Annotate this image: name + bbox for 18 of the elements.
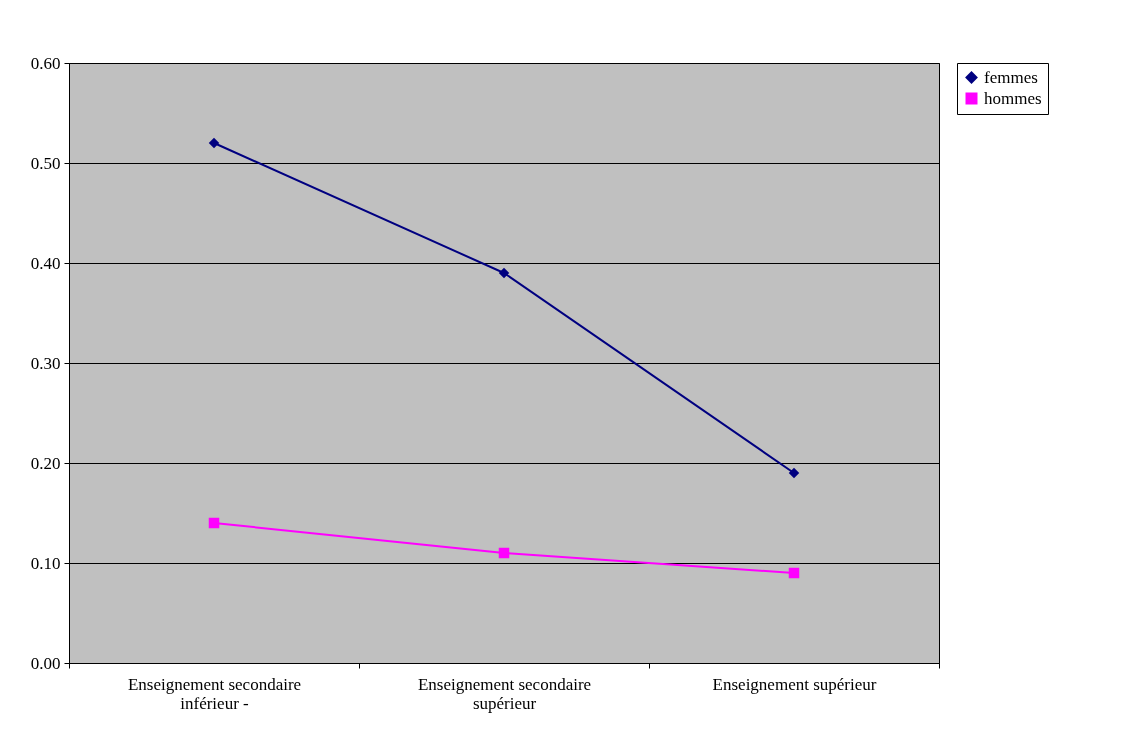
point [498, 267, 510, 279]
point [788, 467, 800, 479]
legend-label: hommes [984, 88, 1042, 108]
point [208, 137, 220, 149]
y-tick-label: 0.30 [30, 353, 61, 373]
x-tick-label: Enseignement supérieur [712, 674, 877, 694]
point [208, 517, 220, 529]
y-tick-label: 0.40 [30, 253, 61, 273]
y-tick-label: 0.60 [30, 53, 61, 73]
y-tick-label: 0.00 [30, 653, 61, 673]
legend-label: femmes [984, 67, 1038, 87]
y-tick-label: 0.10 [30, 553, 61, 573]
point [788, 567, 800, 579]
x-tick-label: Enseignement secondaire inférieur - [127, 674, 302, 713]
x-tick-label: Enseignement secondaire supérieur [417, 674, 592, 713]
y-tick-label: 0.50 [30, 153, 61, 173]
point [498, 547, 510, 559]
y-tick-label: 0.20 [30, 453, 61, 473]
